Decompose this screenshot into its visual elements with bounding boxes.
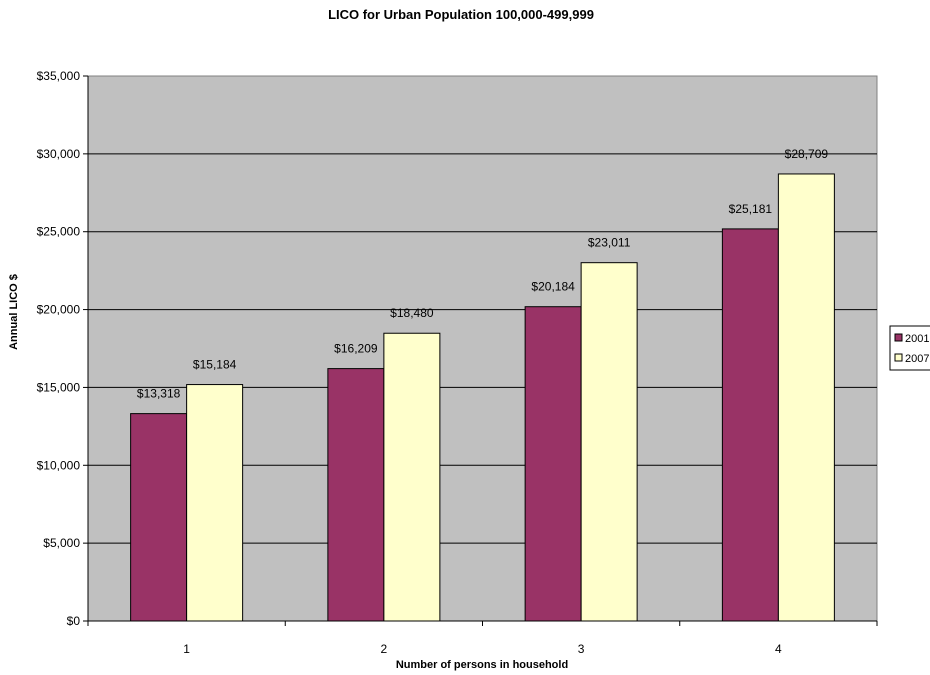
y-tick-label: $5,000: [43, 536, 80, 550]
y-tick-label: $0: [67, 614, 81, 628]
y-axis-title: Annual LICO $: [8, 274, 20, 350]
data-label-2007-4: $28,709: [785, 147, 829, 161]
y-tick-label: $30,000: [37, 147, 81, 161]
bar-2001-2: [327, 368, 385, 622]
data-labels: $13,318 $15,184 $16,209 $18,480 $20,184 $23,0…: [137, 147, 828, 401]
y-tick-label: $20,000: [37, 303, 81, 317]
y-tick-label: $25,000: [37, 225, 81, 239]
y-axis: $0 $5,000 $10,000 $15,000 $20,000 $25,000 $30,…: [37, 69, 89, 628]
legend-swatch-2001: [894, 333, 903, 342]
bars: [130, 173, 835, 622]
x-tick-label: 1: [183, 642, 190, 656]
bar-2001-3: [524, 306, 582, 622]
legend-label-2001: 2001: [905, 333, 929, 345]
bar-2001-1: [130, 413, 188, 622]
legend: 2001 2007: [889, 325, 930, 371]
data-label-2007-2: $18,480: [390, 306, 434, 320]
bar-2007-1: [186, 384, 244, 622]
bar-2007-2: [383, 332, 441, 622]
data-label-2007-3: $23,011: [588, 236, 631, 250]
data-label-2001-2: $16,209: [334, 342, 378, 356]
legend-swatch-2007: [894, 353, 903, 362]
data-label-2001-4: $25,181: [729, 202, 773, 216]
bar-2007-4: [777, 173, 835, 622]
y-tick-label: $10,000: [37, 458, 81, 472]
y-tick-label: $15,000: [37, 380, 81, 394]
x-axis: 1 2 3 4: [87, 620, 878, 656]
x-tick-label: 4: [775, 642, 782, 656]
x-axis-title: Number of persons in household: [396, 659, 568, 671]
bar-2007-3: [580, 262, 638, 622]
bar-2001-4: [721, 228, 779, 622]
x-tick-label: 2: [381, 642, 388, 656]
legend-box: [889, 325, 930, 371]
legend-label-2007: 2007: [905, 353, 929, 365]
chart-title: LICO for Urban Population 100,000-499,99…: [328, 7, 594, 22]
data-label-2001-1: $13,318: [137, 387, 181, 401]
data-label-2001-3: $20,184: [531, 280, 575, 294]
data-label-2007-1: $15,184: [193, 358, 237, 372]
x-tick-label: 3: [578, 642, 585, 656]
y-tick-label: $35,000: [37, 69, 81, 83]
